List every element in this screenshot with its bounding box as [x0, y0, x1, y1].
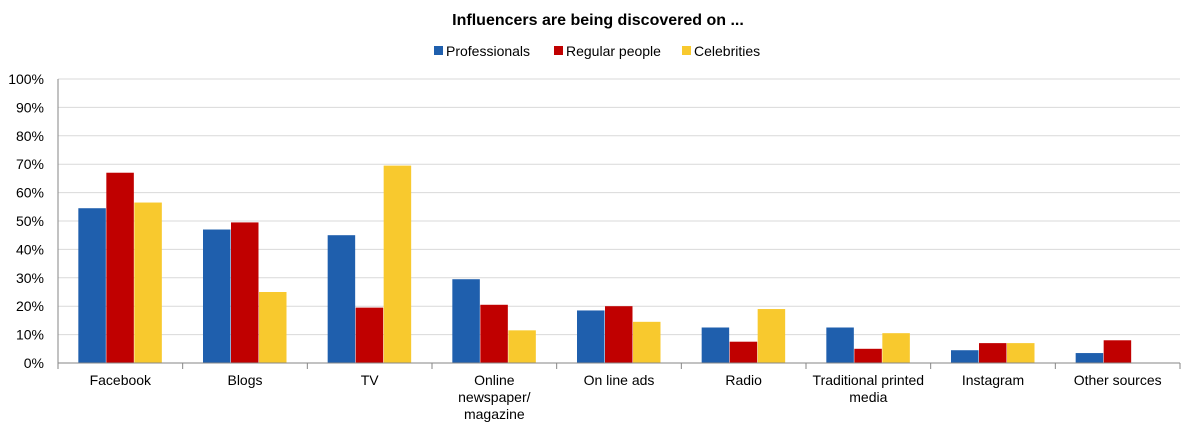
bar [701, 327, 730, 363]
y-tick-label: 90% [16, 99, 44, 115]
bar [106, 172, 134, 363]
bar [327, 235, 356, 363]
legend-swatch [554, 46, 563, 55]
bar [452, 279, 480, 363]
y-tick-label: 60% [16, 185, 44, 201]
x-tick-label: On line ads [584, 372, 655, 388]
legend-label: Professionals [446, 43, 530, 59]
bar [383, 165, 412, 363]
bar [355, 307, 384, 363]
bar [1007, 343, 1035, 363]
y-tick-label: 70% [16, 156, 44, 172]
legend-swatch [682, 46, 691, 55]
bar [854, 348, 882, 363]
legend-swatch [434, 46, 443, 55]
bar [605, 306, 633, 363]
legend-label: Celebrities [694, 43, 760, 59]
x-tick-label: Online newspaper/magazine [458, 372, 530, 422]
x-tick-label: Instagram [962, 372, 1024, 388]
y-tick-label: 0% [24, 355, 44, 371]
axes [57, 79, 1181, 369]
bar [78, 208, 106, 363]
y-tick-label: 10% [16, 327, 44, 343]
bar [231, 222, 259, 363]
bar [134, 202, 162, 363]
bars [78, 165, 1132, 363]
x-tick-label: Radio [725, 372, 762, 388]
bar [1075, 353, 1104, 363]
bar [259, 292, 287, 363]
bar [729, 341, 758, 363]
chart-title: Influencers are being discovered on ... [452, 12, 744, 29]
x-tick-label: Other sources [1074, 372, 1162, 388]
x-tick-label: Facebook [90, 372, 152, 388]
bar [480, 304, 508, 363]
bar [826, 327, 854, 363]
x-tick-label: TV [361, 372, 380, 388]
y-axis-ticks: 0% 10% 20% 30% 40% 50% 60% 70% 80% 90% 100% [8, 71, 44, 371]
y-tick-label: 80% [16, 128, 44, 144]
bar [882, 333, 910, 363]
y-tick-label: 50% [16, 213, 44, 229]
y-tick-label: 20% [16, 298, 44, 314]
bar [508, 330, 536, 363]
x-tick-label: Blogs [227, 372, 262, 388]
bar [203, 229, 231, 363]
bar [1103, 340, 1132, 363]
bar [577, 310, 605, 363]
bar [757, 309, 786, 363]
legend: Professionals Regular people Celebrities [434, 43, 760, 59]
x-tick-label: Traditional printed media [813, 372, 925, 405]
x-axis-labels: Facebook Blogs TV Online newspaper/magazine O… [90, 372, 1162, 422]
bar [951, 350, 979, 363]
y-tick-label: 40% [16, 241, 44, 257]
bar [633, 321, 661, 363]
y-tick-label: 30% [16, 270, 44, 286]
legend-label: Regular people [566, 43, 661, 59]
bar [979, 343, 1007, 363]
y-tick-label: 100% [8, 71, 44, 87]
